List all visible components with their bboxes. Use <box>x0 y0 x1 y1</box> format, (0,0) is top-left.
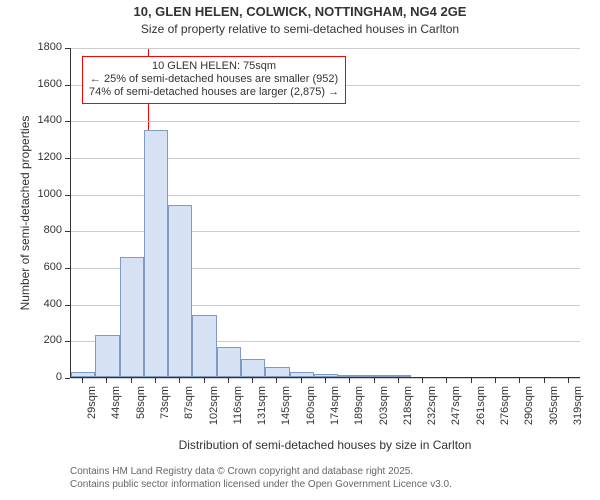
chart-subtitle: Size of property relative to semi-detach… <box>0 22 600 36</box>
histogram-bar <box>168 205 192 377</box>
y-tick-label: 1800 <box>22 41 62 53</box>
x-tick-mark <box>276 378 277 383</box>
chart-title: 10, GLEN HELEN, COLWICK, NOTTINGHAM, NG4… <box>0 4 600 19</box>
x-tick-label: 131sqm <box>256 386 268 436</box>
y-tick-label: 1600 <box>22 78 62 90</box>
x-tick-mark <box>228 378 229 383</box>
x-tick-label: 44sqm <box>110 386 122 436</box>
x-tick-mark <box>204 378 205 383</box>
x-tick-mark <box>471 378 472 383</box>
y-tick-mark <box>65 305 70 306</box>
y-tick-mark <box>65 158 70 159</box>
histogram-bar <box>95 335 119 377</box>
y-tick-label: 400 <box>22 298 62 310</box>
histogram-bar <box>241 359 265 377</box>
y-tick-mark <box>65 268 70 269</box>
x-tick-mark <box>544 378 545 383</box>
x-tick-label: 189sqm <box>353 386 365 436</box>
x-tick-label: 116sqm <box>232 386 244 436</box>
x-tick-label: 247sqm <box>450 386 462 436</box>
x-tick-mark <box>495 378 496 383</box>
x-tick-label: 145sqm <box>280 386 292 436</box>
y-tick-mark <box>65 378 70 379</box>
x-tick-label: 160sqm <box>305 386 317 436</box>
x-tick-label: 218sqm <box>402 386 414 436</box>
x-tick-mark <box>82 378 83 383</box>
histogram-bar <box>338 375 362 377</box>
gridline <box>71 121 580 122</box>
x-tick-mark <box>374 378 375 383</box>
gridline <box>71 48 580 49</box>
y-tick-label: 200 <box>22 334 62 346</box>
y-tick-label: 1400 <box>22 114 62 126</box>
y-tick-mark <box>65 85 70 86</box>
x-tick-mark <box>568 378 569 383</box>
histogram-bar <box>265 367 289 377</box>
y-tick-mark <box>65 121 70 122</box>
histogram-bar <box>314 374 338 377</box>
histogram-bar <box>362 375 386 377</box>
x-tick-mark <box>106 378 107 383</box>
x-tick-label: 305sqm <box>548 386 560 436</box>
footer-attribution: Contains HM Land Registry data © Crown c… <box>70 466 590 491</box>
y-tick-mark <box>65 341 70 342</box>
histogram-bar <box>290 372 314 378</box>
x-tick-label: 102sqm <box>208 386 220 436</box>
x-tick-mark <box>301 378 302 383</box>
x-tick-label: 290sqm <box>523 386 535 436</box>
histogram-bar <box>120 257 144 377</box>
annotation-line1: 10 GLEN HELEN: 75sqm <box>89 60 339 73</box>
y-tick-label: 1200 <box>22 151 62 163</box>
y-tick-label: 800 <box>22 224 62 236</box>
x-tick-mark <box>155 378 156 383</box>
footer-line1: Contains HM Land Registry data © Crown c… <box>70 466 590 479</box>
x-tick-label: 29sqm <box>86 386 98 436</box>
x-tick-label: 73sqm <box>159 386 171 436</box>
histogram-bar <box>144 130 168 378</box>
x-tick-label: 87sqm <box>183 386 195 436</box>
histogram-bar <box>217 347 241 377</box>
y-tick-label: 600 <box>22 261 62 273</box>
y-tick-mark <box>65 48 70 49</box>
y-axis-title: Number of semi-detached properties <box>18 48 32 378</box>
x-tick-label: 174sqm <box>329 386 341 436</box>
y-tick-mark <box>65 195 70 196</box>
x-tick-label: 319sqm <box>572 386 584 436</box>
x-tick-mark <box>349 378 350 383</box>
annotation-line2: ← 25% of semi-detached houses are smalle… <box>89 73 339 86</box>
x-tick-mark <box>519 378 520 383</box>
x-tick-label: 261sqm <box>475 386 487 436</box>
x-tick-mark <box>446 378 447 383</box>
footer-line2: Contains public sector information licen… <box>70 479 590 492</box>
x-axis-title: Distribution of semi-detached houses by … <box>70 438 580 452</box>
y-tick-label: 1000 <box>22 188 62 200</box>
y-tick-mark <box>65 231 70 232</box>
x-tick-mark <box>252 378 253 383</box>
histogram-chart: 10, GLEN HELEN, COLWICK, NOTTINGHAM, NG4… <box>0 0 600 500</box>
histogram-bar <box>387 375 411 377</box>
x-tick-mark <box>422 378 423 383</box>
x-tick-mark <box>131 378 132 383</box>
histogram-bar <box>192 315 216 377</box>
annotation-line3: 74% of semi-detached houses are larger (… <box>89 86 339 99</box>
x-tick-mark <box>398 378 399 383</box>
x-tick-label: 276sqm <box>499 386 511 436</box>
x-tick-label: 203sqm <box>378 386 390 436</box>
annotation-callout: 10 GLEN HELEN: 75sqm ← 25% of semi-detac… <box>82 56 346 104</box>
x-tick-mark <box>179 378 180 383</box>
x-tick-label: 232sqm <box>426 386 438 436</box>
histogram-bar <box>71 372 95 377</box>
x-tick-mark <box>325 378 326 383</box>
y-tick-label: 0 <box>22 371 62 383</box>
x-tick-label: 58sqm <box>135 386 147 436</box>
